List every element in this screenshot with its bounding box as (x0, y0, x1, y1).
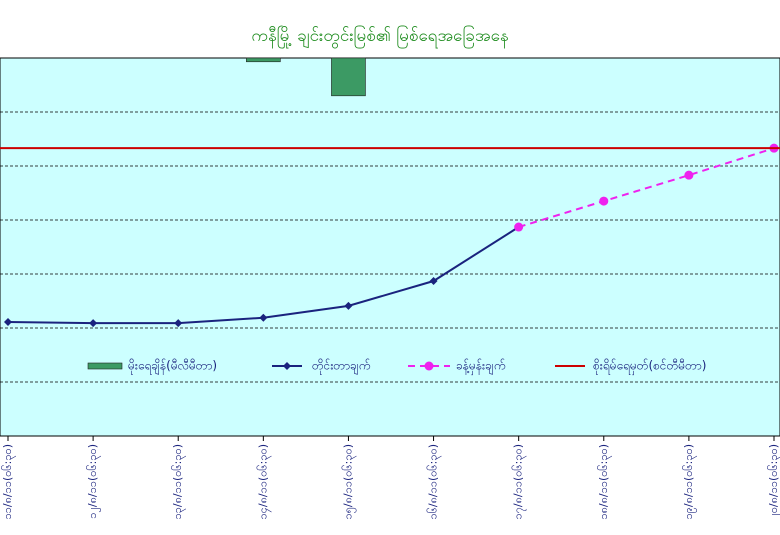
x-tick-label: ၂၀/၈/၁၁(၀၆:၃၀) (767, 444, 780, 519)
x-tick-label: ၁၈/၈/၁၁(၀၆:၃၀) (597, 444, 612, 520)
legend-marker (283, 362, 291, 370)
plot-area (0, 57, 780, 437)
marker (259, 313, 268, 322)
marker (514, 222, 524, 232)
x-tick-label: ၁၅/၈/၁၁(၀၆:၃၀) (341, 444, 356, 520)
x-tick-label: ၁၄/၈/၁၁(၀၆:၃၀) (256, 444, 271, 520)
legend-label: ခန့်မှန်းချက် (456, 358, 505, 376)
marker (429, 277, 438, 286)
x-tick-label: ၁၁/၈/၁၁(၀၆:၃၀) (1, 444, 16, 520)
legend-label: မိုးရေချိန်(မီလီမီတာ) (128, 358, 217, 376)
marker (174, 319, 183, 328)
marker (4, 318, 12, 327)
marker (599, 196, 609, 206)
x-tick-label: ၁၆/၈/၁၁(၀၆:၃၀) (427, 444, 442, 520)
marker (89, 319, 98, 328)
chart-title: ကနီမြို့ ချင်းတွင်းမြစ်၏ မြစ်ရေအခြေအနေ (251, 24, 508, 49)
legend-swatch (87, 362, 123, 370)
legend-marker (424, 361, 434, 371)
marker (684, 170, 694, 180)
series-line (518, 147, 775, 228)
x-tick-label: ၁၇/၈/၁၁(၀၆:၃၀) (512, 444, 527, 520)
marker (344, 301, 353, 310)
bar (246, 57, 281, 63)
bar (331, 57, 366, 97)
legend-label: တိုင်းတာချက် (312, 358, 370, 376)
x-tick-label: ၁၂/၈/၁၁(၀၆:၃၀) (86, 444, 101, 519)
x-tick-label: ၁၉/၈/၁၁(၀၆:၃၀) (682, 444, 697, 520)
x-tick-label: ၁၃/၈/၁၁(၀၆:၃၀) (171, 444, 186, 520)
legend-label: စိုးရိမ်ရေမှတ်(စင်တီမီတာ) (593, 358, 706, 376)
